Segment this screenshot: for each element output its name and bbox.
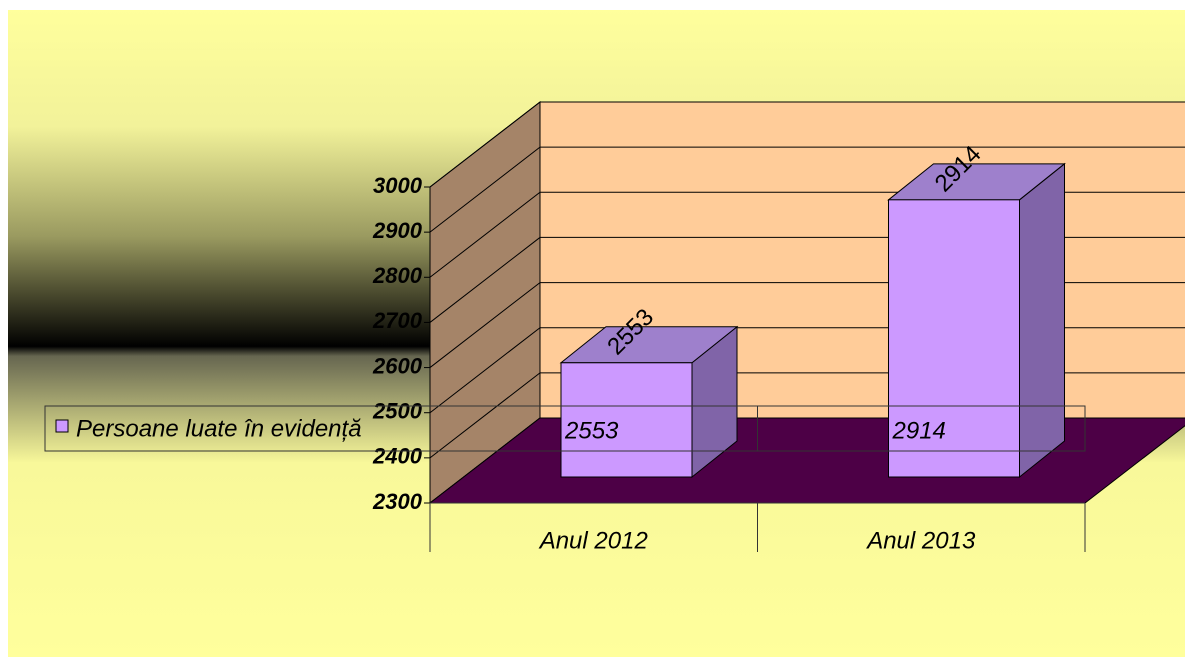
grid-line (429, 146, 1185, 233)
x-tick-label: Anul 2013 (865, 527, 976, 554)
y-tick-label: 2800 (372, 263, 423, 288)
grid-line (429, 101, 1185, 188)
y-tick-label: 2400 (372, 444, 423, 469)
bar-side (1019, 162, 1065, 479)
x-tick-label: Anul 2012 (538, 527, 648, 554)
plot-area (424, 100, 1185, 505)
table-value: 2914 (892, 417, 946, 444)
y-tick-label: 2500 (372, 399, 423, 424)
y-tick-label: 3000 (373, 173, 423, 198)
y-tick-label: 2300 (372, 489, 423, 514)
y-tick-label: 2600 (372, 353, 423, 378)
table-value: 2553 (564, 417, 619, 444)
bar (560, 362, 693, 478)
legend-label: Persoane luate în evidență (76, 415, 362, 442)
data-table-row (44, 405, 1086, 452)
y-tick-label: 2700 (372, 308, 423, 333)
y-tick-label: 2900 (372, 218, 423, 243)
floor (428, 417, 1185, 504)
legend-swatch (55, 419, 69, 433)
bar (888, 199, 1020, 478)
